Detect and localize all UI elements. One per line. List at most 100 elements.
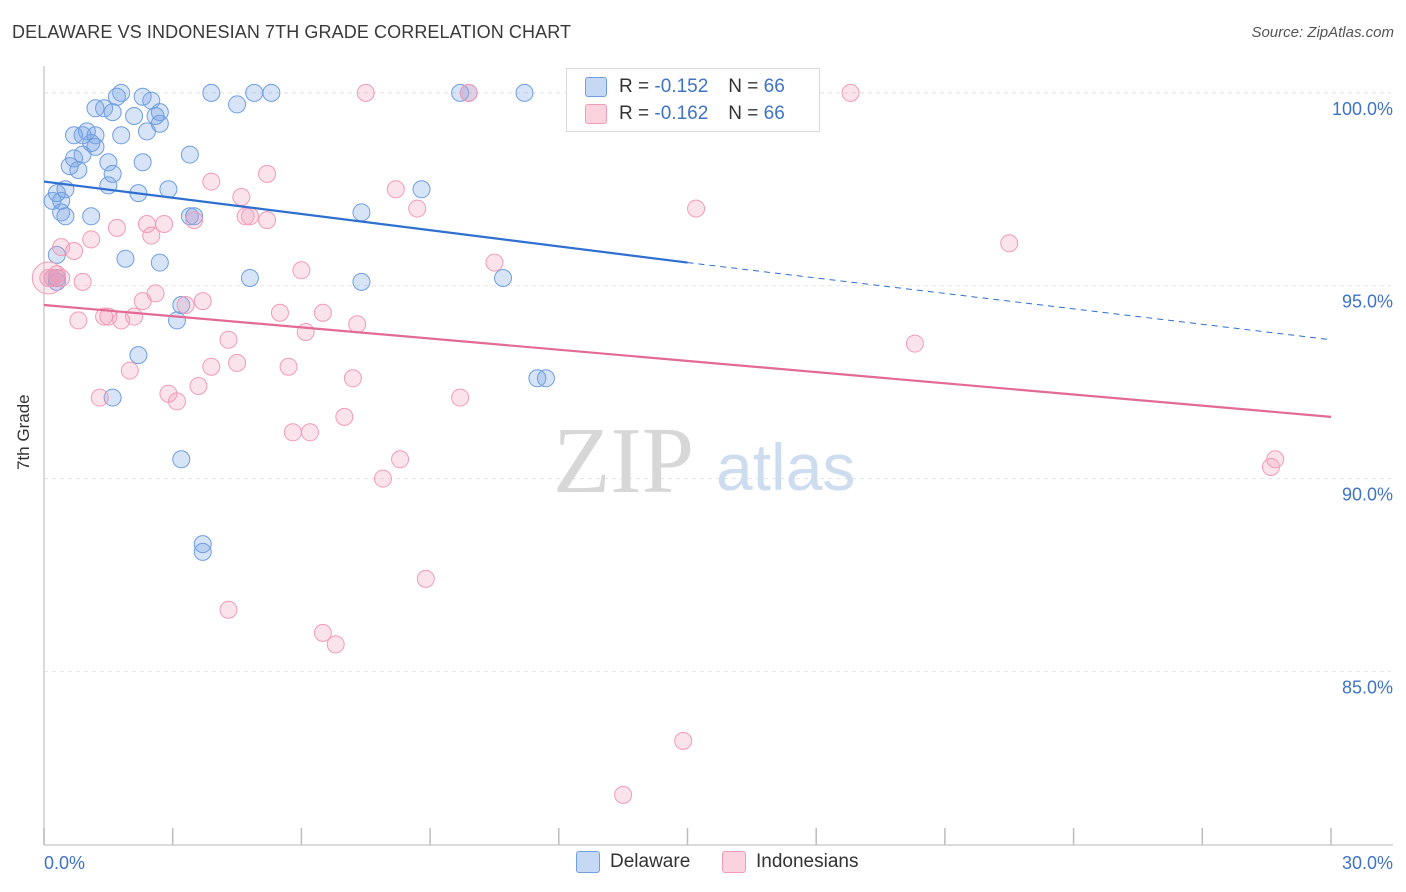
indonesians-point <box>258 164 277 183</box>
delaware-point <box>103 388 122 407</box>
indonesians-point <box>416 569 435 588</box>
chart-title: DELAWARE VS INDONESIAN 7TH GRADE CORRELA… <box>12 22 572 42</box>
indonesians-point <box>335 407 354 426</box>
indonesians-point <box>90 388 109 407</box>
indonesians-point <box>485 253 504 272</box>
indonesians-point <box>193 292 212 311</box>
indonesians-point <box>202 357 221 376</box>
indonesians-point <box>125 307 144 326</box>
trend-lines <box>43 180 1332 418</box>
gridlines <box>44 92 1391 672</box>
indonesians-point <box>73 272 92 291</box>
y-tick-label: 95.0% <box>1342 292 1393 312</box>
delaware-trend-line <box>43 180 688 264</box>
delaware-point <box>95 99 114 118</box>
series-legend-indonesians[interactable]: Indonesians <box>722 851 858 873</box>
source-label: Source: ZipAtlas.com <box>1251 24 1394 41</box>
delaware-point <box>193 542 212 561</box>
indonesians-point <box>142 226 161 245</box>
legend-swatch-delaware <box>576 851 600 873</box>
delaware-point <box>228 95 247 114</box>
indonesians-point <box>155 215 174 233</box>
indonesians-point <box>459 83 478 102</box>
indonesians-point <box>95 307 114 326</box>
delaware-point <box>125 107 144 125</box>
delaware-point <box>137 122 156 141</box>
delaware-point <box>86 126 105 145</box>
delaware-point <box>167 311 186 330</box>
delaware-point <box>412 180 431 199</box>
legend-swatch-indonesians <box>722 851 746 873</box>
indonesians-point <box>185 211 204 230</box>
delaware-point <box>185 207 204 226</box>
delaware-point <box>159 180 178 199</box>
legend-swatch-delaware <box>585 77 607 97</box>
indonesians-point <box>228 353 247 372</box>
delaware-point <box>515 83 534 102</box>
indonesians-point <box>356 83 375 102</box>
x-tick-label: 0.0% <box>44 853 85 873</box>
indonesians-point <box>343 369 362 388</box>
legend-swatch-indonesians <box>585 104 607 124</box>
delaware-point <box>180 145 199 164</box>
series-name-delaware: Delaware <box>610 851 691 872</box>
y-tick-label: 90.0% <box>1342 485 1393 505</box>
delaware-point <box>52 203 71 222</box>
indonesians-point <box>202 172 221 191</box>
delaware-point <box>352 272 371 291</box>
y-tick-label: 85.0% <box>1342 677 1393 697</box>
indonesians-point <box>1000 234 1019 253</box>
indonesians-point <box>1266 450 1285 469</box>
indonesians-point <box>43 269 62 287</box>
delaware-point <box>77 122 96 141</box>
indonesians-point <box>296 323 315 341</box>
delaware-point <box>240 269 259 287</box>
indonesians-point <box>240 207 259 226</box>
legend-row-indonesians: R = -0.162 N = 66 <box>585 101 785 127</box>
indonesians-point <box>279 357 298 376</box>
indonesians-point <box>82 230 101 249</box>
indonesians-point <box>451 388 470 407</box>
delaware-trend-extension <box>687 262 1332 341</box>
indonesians-point <box>189 377 208 395</box>
indonesians-point <box>292 261 311 280</box>
legend-r-label: R = <box>619 103 650 124</box>
indonesians-point <box>146 284 165 303</box>
indonesians-point <box>386 180 405 199</box>
series-name-indonesians: Indonesians <box>756 851 859 872</box>
indonesians-point <box>258 211 277 230</box>
delaware-point <box>129 346 148 365</box>
delaware-point <box>133 87 152 106</box>
indonesians-point <box>313 303 332 322</box>
indonesians-point <box>614 785 633 804</box>
watermark-zip: ZIP <box>553 409 694 513</box>
delaware-point <box>193 535 212 554</box>
tick-labels: 85.0% 90.0% 95.0% 100.0% 0.0% 30.0% <box>44 99 1393 873</box>
indonesians-point <box>69 311 88 330</box>
indonesians-point <box>219 600 238 619</box>
delaware-point <box>116 249 135 268</box>
indonesians-point <box>219 330 238 349</box>
indonesians-point <box>65 242 84 260</box>
x-tick-label: 30.0% <box>1342 853 1393 873</box>
legend-r-label: R = <box>619 76 650 97</box>
delaware-point <box>112 126 131 145</box>
indonesians-point <box>373 469 392 488</box>
data-points <box>31 83 1285 804</box>
indonesians-point <box>120 361 139 380</box>
legend-n-label: N = <box>728 103 759 124</box>
indonesians-point <box>39 269 58 287</box>
delaware-point <box>99 153 118 172</box>
indonesians-point <box>283 423 302 442</box>
delaware-point <box>65 149 84 168</box>
delaware-point <box>536 369 555 388</box>
delaware-point <box>103 103 122 122</box>
watermark-atlas: atlas <box>716 430 855 504</box>
delaware-point <box>103 164 122 183</box>
indonesians-trend-line <box>43 303 1332 418</box>
delaware-point <box>150 253 169 272</box>
y-tick-label: 100.0% <box>1332 99 1393 119</box>
series-legend-delaware[interactable]: Delaware <box>576 851 690 873</box>
delaware-point <box>133 153 152 172</box>
